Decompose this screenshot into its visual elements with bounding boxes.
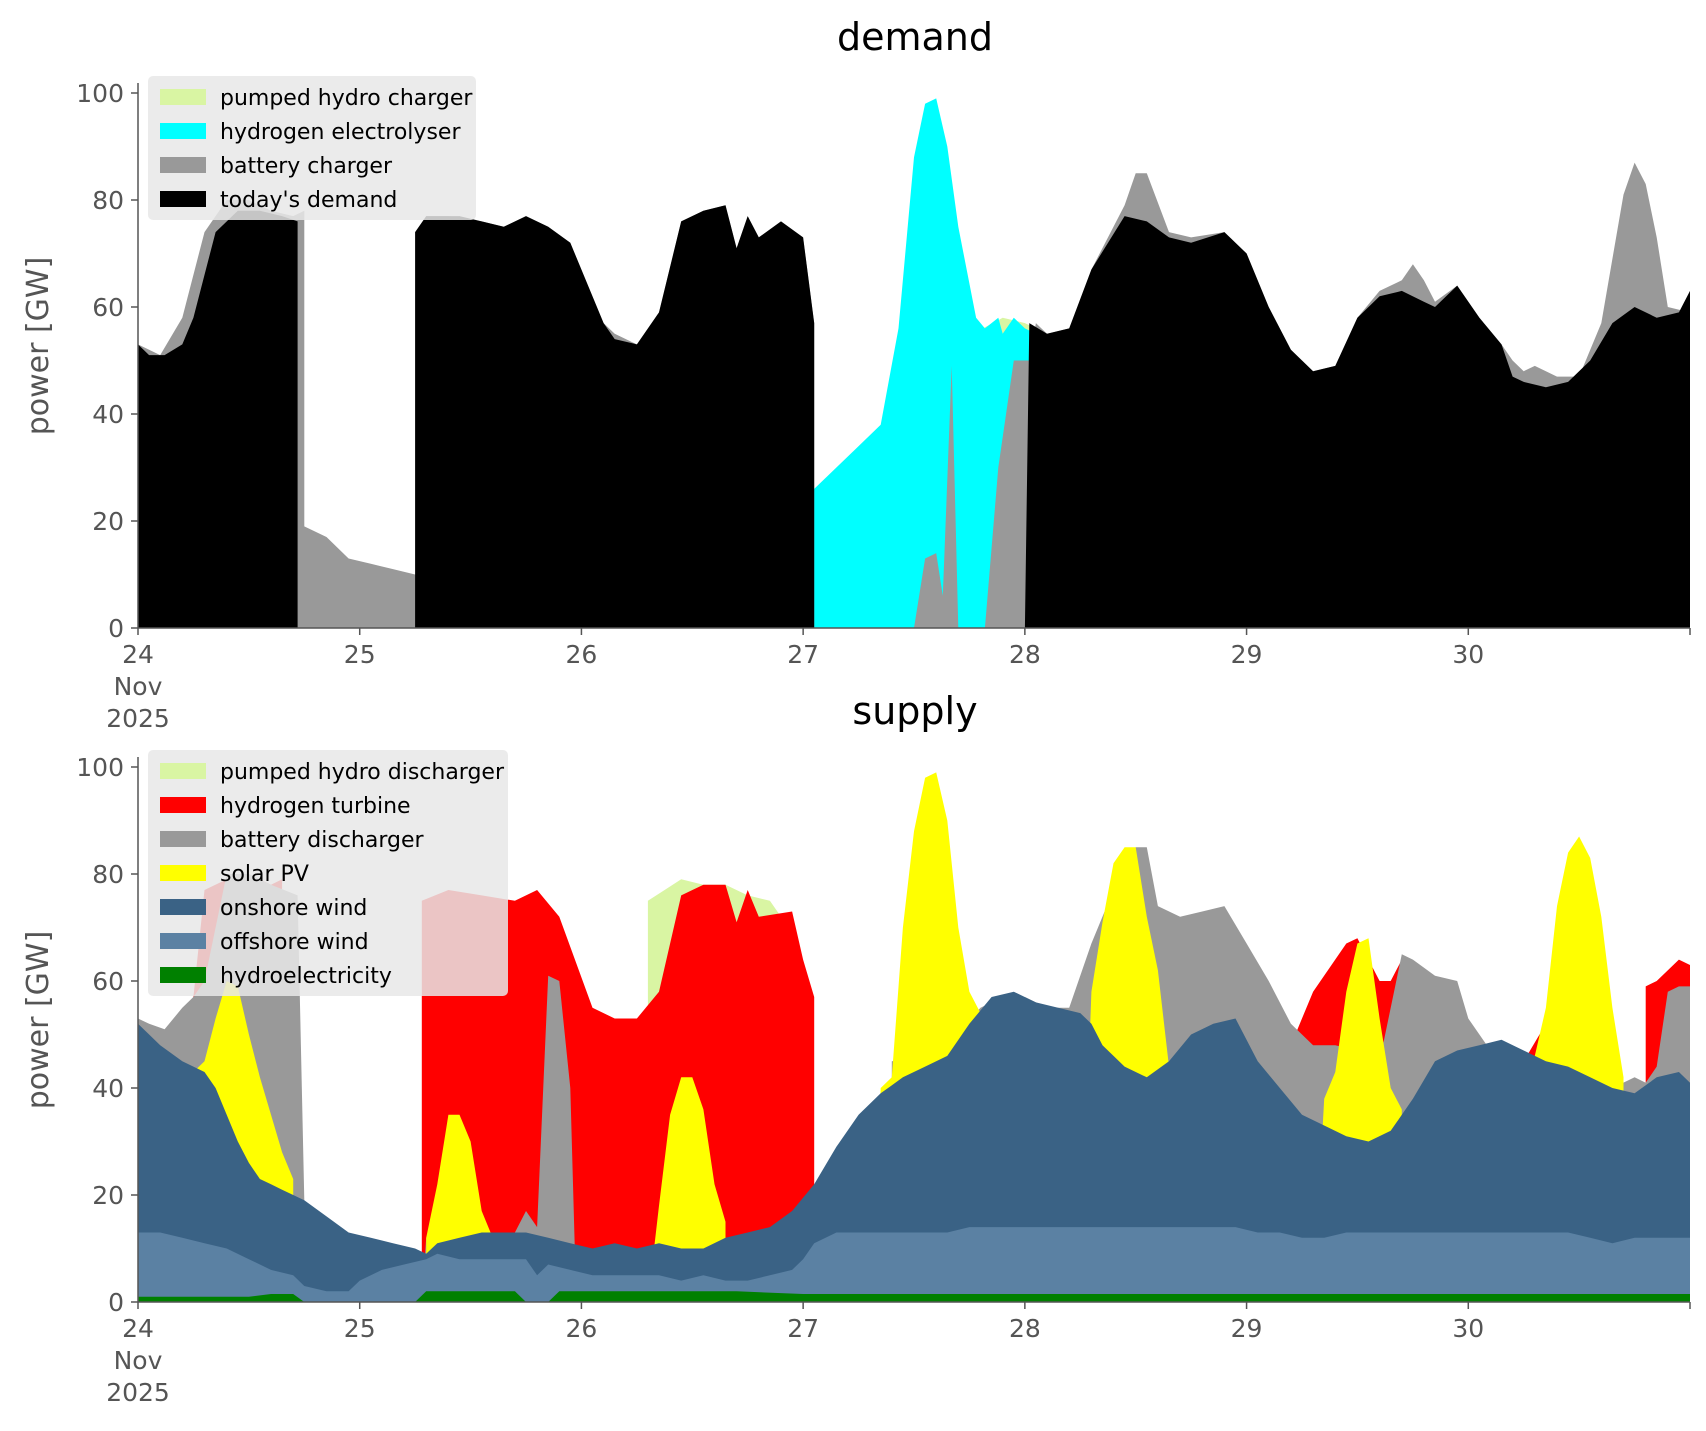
axis-layer: 0 20 40 60 80 100 24 Nov 2025 25 26 27 28 29 30 bbox=[76, 753, 1691, 1407]
x-tick-label: 26 bbox=[566, 1314, 598, 1343]
axis-layer: 0 20 40 60 80 100 24 Nov 2025 25 26 27 28 29 30 bbox=[76, 79, 1691, 733]
x-tick-label: 30 bbox=[1452, 640, 1484, 669]
x-tick-label: 24 bbox=[122, 640, 154, 669]
x-tick-label: 25 bbox=[344, 640, 376, 669]
x-tick-label: 27 bbox=[787, 1314, 819, 1343]
series-area-offshore-wind bbox=[138, 1227, 1690, 1302]
demand-chart: demand power [GW] 0 20 40 60 80 100 24 Nov 2025 2… bbox=[21, 15, 1691, 733]
x-tick-label: 29 bbox=[1231, 640, 1263, 669]
y-tick-label: 80 bbox=[92, 186, 124, 215]
legend-swatch bbox=[160, 899, 206, 915]
supply-chart: supply power [GW] 0 20 40 60 80 100 24 Nov 2025 2… bbox=[21, 689, 1691, 1407]
y-axis-label: power [GW] bbox=[21, 931, 56, 1110]
y-tick-label: 60 bbox=[92, 967, 124, 996]
x-tick-sublabel: 2025 bbox=[106, 704, 170, 733]
chart-title: demand bbox=[837, 15, 993, 59]
y-tick-label: 100 bbox=[76, 753, 124, 782]
x-tick-sublabel: 2025 bbox=[106, 1378, 170, 1407]
y-tick-label: 60 bbox=[92, 293, 124, 322]
legend-label: solar PV bbox=[220, 862, 309, 887]
legend-label: battery charger bbox=[220, 154, 393, 179]
y-axis-label: power [GW] bbox=[21, 257, 56, 436]
legend-swatch bbox=[160, 933, 206, 949]
legend-swatch bbox=[160, 865, 206, 881]
legend-label: hydroelectricity bbox=[220, 964, 392, 989]
x-tick-sublabel: Nov bbox=[114, 1346, 163, 1375]
x-tick-label: 27 bbox=[787, 640, 819, 669]
y-tick-label: 100 bbox=[76, 79, 124, 108]
y-tick-label: 20 bbox=[92, 507, 124, 536]
legend-swatch bbox=[160, 831, 206, 847]
series-area-today-s-demand bbox=[138, 205, 1690, 629]
legend-swatch bbox=[160, 89, 206, 105]
legend-box bbox=[148, 750, 508, 996]
x-tick-label: 25 bbox=[344, 1314, 376, 1343]
y-tick-label: 80 bbox=[92, 860, 124, 889]
x-tick-label: 28 bbox=[1009, 1314, 1041, 1343]
series-layer bbox=[138, 98, 1690, 629]
series-layer bbox=[138, 772, 1690, 1302]
y-tick-label: 20 bbox=[92, 1181, 124, 1210]
legend-swatch bbox=[160, 123, 206, 139]
y-tick-label: 0 bbox=[108, 1288, 124, 1317]
x-tick-label: 26 bbox=[566, 640, 598, 669]
x-tick-label: 28 bbox=[1009, 640, 1041, 669]
legend-label: today's demand bbox=[220, 188, 397, 213]
chart-title: supply bbox=[852, 689, 977, 733]
series-area-hydroelectricity bbox=[138, 1291, 1690, 1302]
x-tick-label: 24 bbox=[122, 1314, 154, 1343]
series-area-onshore-wind bbox=[138, 991, 1690, 1302]
y-tick-label: 0 bbox=[108, 614, 124, 643]
legend-swatch bbox=[160, 157, 206, 173]
legend: pumped hydro discharger hydrogen turbine b… bbox=[148, 750, 508, 996]
legend: pumped hydro charger hydrogen electrolyse… bbox=[148, 76, 476, 220]
x-tick-sublabel: Nov bbox=[114, 672, 163, 701]
x-tick-label: 29 bbox=[1231, 1314, 1263, 1343]
legend-swatch bbox=[160, 797, 206, 813]
legend-swatch bbox=[160, 967, 206, 983]
series-area-solar-pv bbox=[193, 772, 1624, 1302]
legend-label: hydrogen turbine bbox=[220, 794, 411, 819]
legend-box bbox=[148, 76, 476, 220]
legend-label: battery discharger bbox=[220, 828, 425, 853]
y-tick-label: 40 bbox=[92, 1074, 124, 1103]
y-tick-label: 40 bbox=[92, 400, 124, 429]
legend-label: pumped hydro charger bbox=[220, 86, 473, 111]
legend-swatch bbox=[160, 191, 206, 207]
x-tick-label: 30 bbox=[1452, 1314, 1484, 1343]
series-area-hydrogen-electrolyser bbox=[803, 98, 1036, 628]
legend-label: offshore wind bbox=[220, 930, 369, 955]
legend-label: pumped hydro discharger bbox=[220, 760, 505, 785]
legend-swatch bbox=[160, 763, 206, 779]
legend-label: onshore wind bbox=[220, 896, 367, 921]
legend-label: hydrogen electrolyser bbox=[220, 120, 461, 145]
